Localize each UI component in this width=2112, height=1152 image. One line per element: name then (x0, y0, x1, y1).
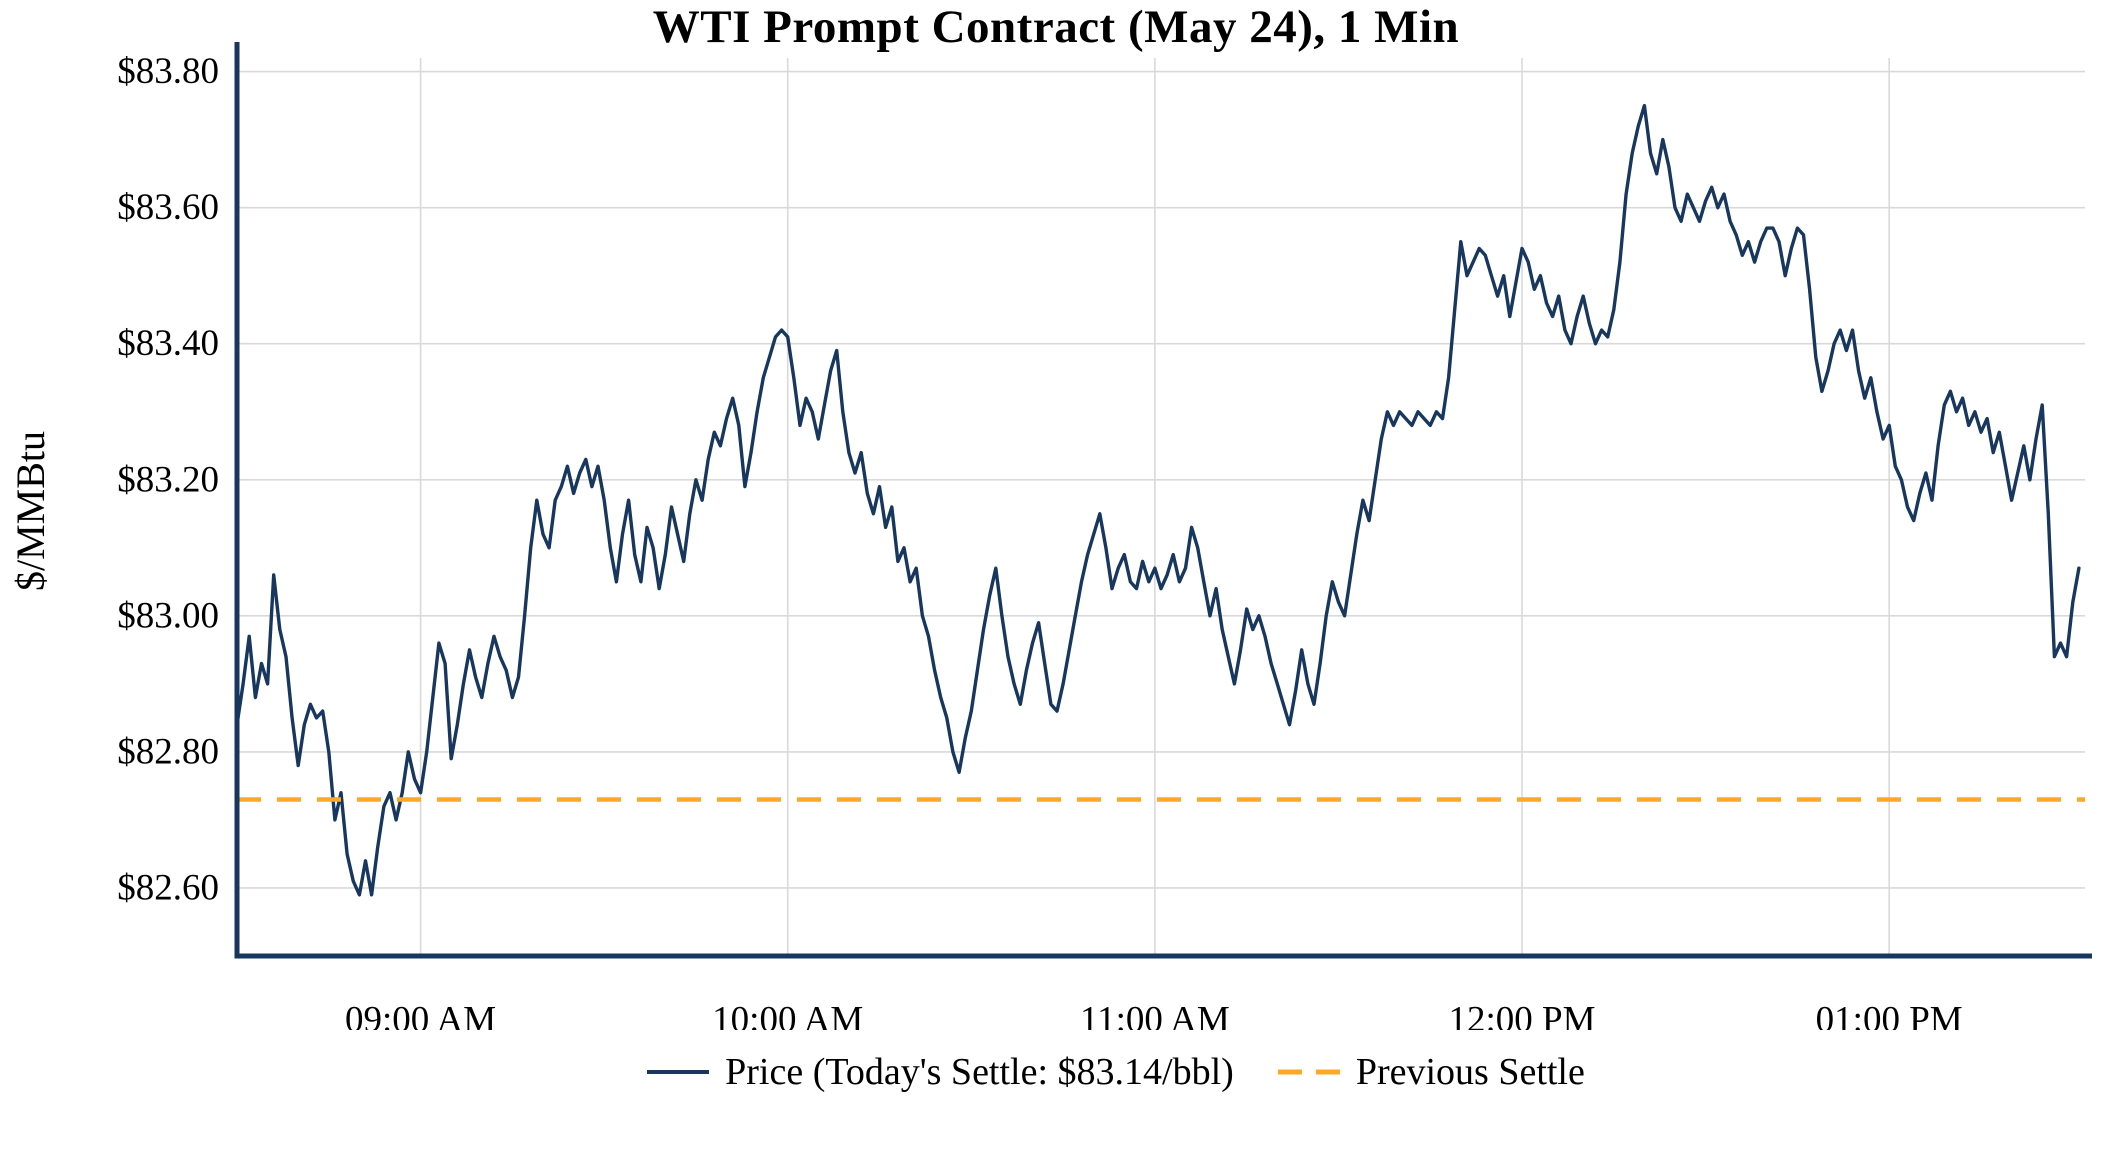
y-tick-label: $83.40 (117, 323, 219, 364)
price-line-swatch (647, 1070, 710, 1074)
x-tick-label: 12:00 PM (1449, 1000, 1596, 1030)
y-tick-label: $82.60 (117, 867, 219, 908)
x-tick-label: 09:00 AM (345, 1000, 496, 1030)
y-tick-label: $82.80 (117, 731, 219, 772)
price-line (235, 103, 2081, 897)
legend-item-previous-settle: Previous Settle (1277, 1050, 1585, 1094)
x-tick-label: 01:00 PM (1816, 1000, 1963, 1030)
y-tick-label: $83.60 (117, 187, 219, 228)
y-tick-label: $83.20 (117, 459, 219, 500)
x-tick-label: 11:00 AM (1080, 1000, 1230, 1030)
legend-item-price: Price (Today's Settle: $83.14/bbl) (647, 1050, 1234, 1094)
chart-title: WTI Prompt Contract (May 24), 1 Min (652, 1, 1460, 53)
y-tick-label: $83.00 (117, 595, 219, 636)
chart-legend: Price (Today's Settle: $83.14/bbl) Previ… (0, 1050, 2112, 1094)
price-chart: $82.60 $82.80 $83.00 $83.20 $83.40 $83.60 $83.… (117, 42, 2092, 1030)
legend-label-price: Price (Today's Settle: $83.14/bbl) (725, 1051, 1234, 1093)
legend-label-previous-settle: Previous Settle (1355, 1051, 1585, 1093)
y-tick-label: $83.80 (117, 51, 219, 92)
x-tick-label: 10:00 AM (712, 1000, 863, 1030)
previous-settle-swatch (1277, 1069, 1340, 1075)
